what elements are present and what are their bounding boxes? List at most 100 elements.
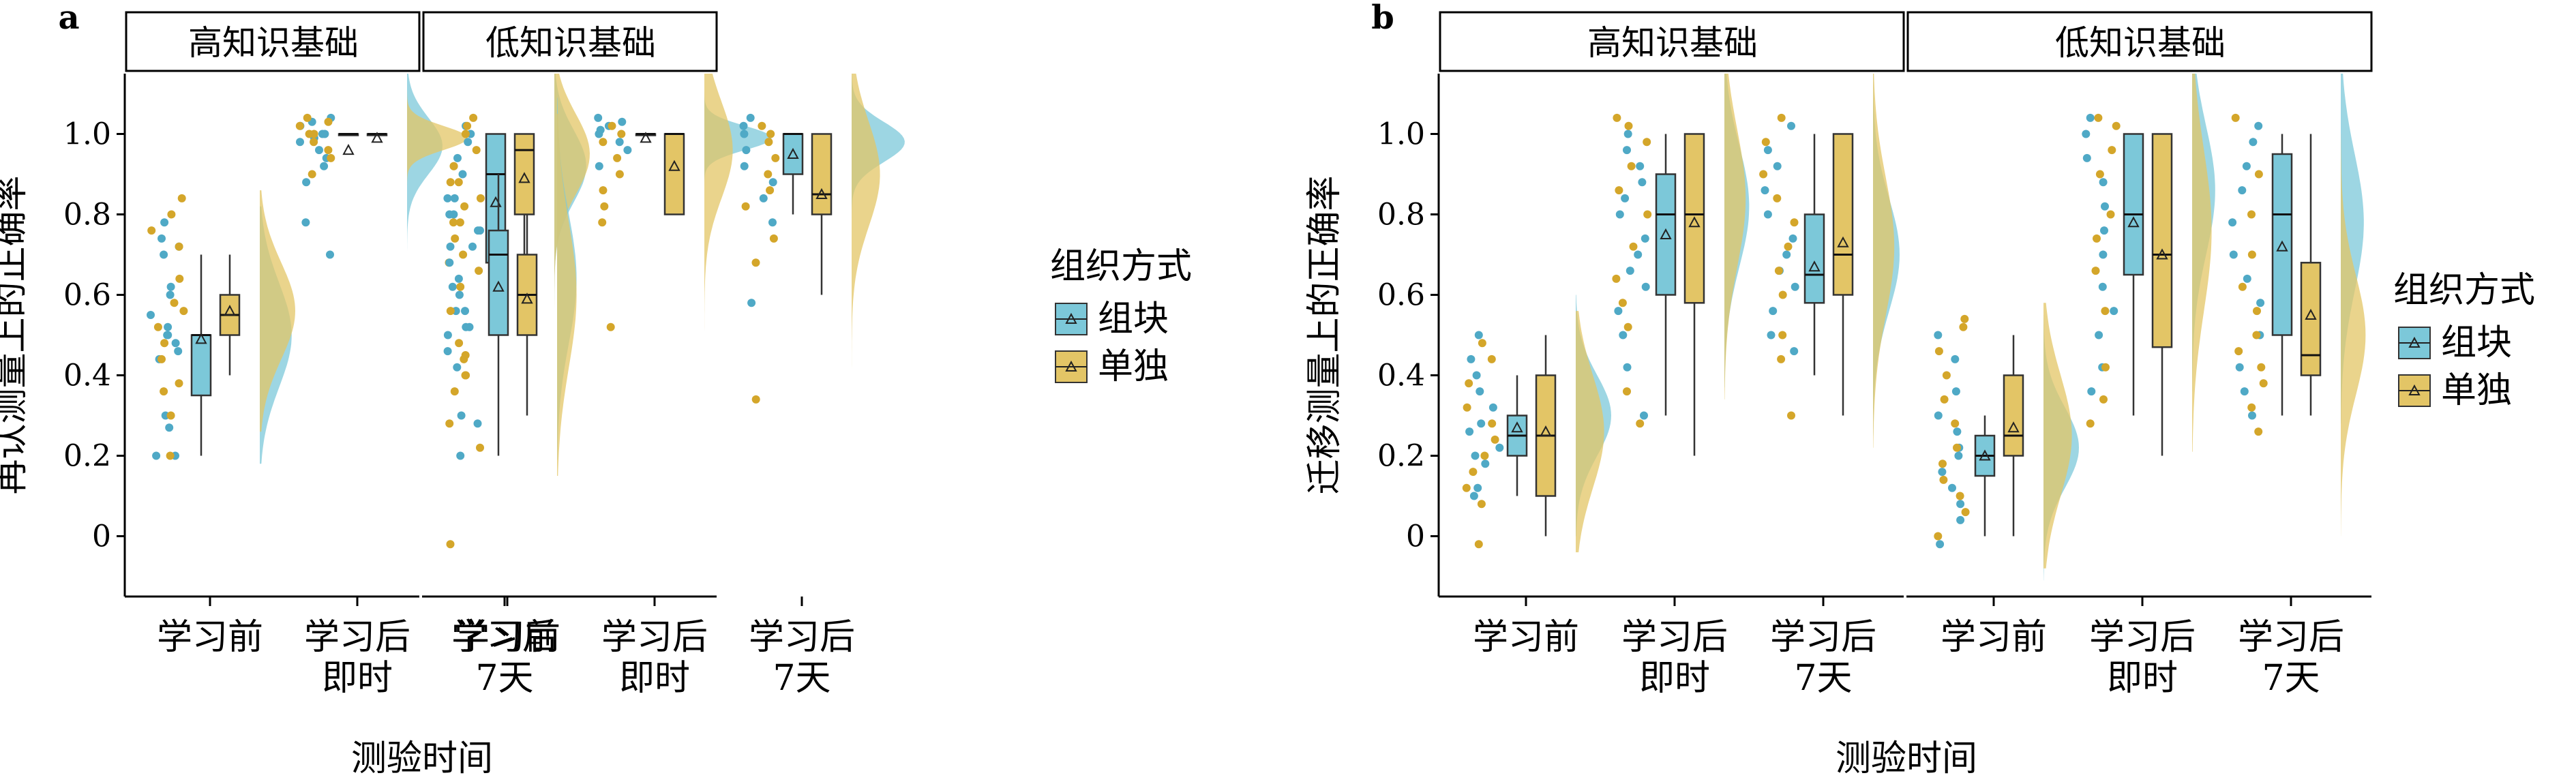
data-point-chunk bbox=[740, 162, 749, 170]
mean-marker bbox=[787, 147, 799, 159]
data-point-chunk bbox=[747, 299, 756, 307]
data-point-chunk bbox=[464, 138, 473, 147]
x-tick-label: 即时 bbox=[1639, 658, 1710, 699]
data-point-chunk bbox=[1769, 307, 1778, 316]
data-point-chunk bbox=[1481, 459, 1490, 468]
data-point-chunk bbox=[326, 250, 334, 259]
data-point-chunk bbox=[1623, 130, 1632, 138]
box-single bbox=[663, 133, 685, 215]
data-point-single bbox=[2095, 170, 2104, 179]
mean-marker bbox=[2156, 248, 2168, 260]
data-point-single bbox=[1960, 314, 1969, 323]
mean-marker bbox=[1660, 228, 1672, 239]
data-point-single bbox=[613, 153, 622, 162]
data-point-single bbox=[1959, 322, 1968, 331]
data-point-chunk bbox=[1951, 387, 1960, 396]
data-point-chunk bbox=[2099, 178, 2108, 187]
data-point-single bbox=[2247, 403, 2256, 412]
mean-marker bbox=[1808, 260, 1821, 272]
data-point-chunk bbox=[443, 194, 452, 202]
data-point-single bbox=[771, 153, 780, 162]
density-single bbox=[554, 74, 590, 355]
data-point-chunk bbox=[1472, 371, 1481, 380]
data-point-chunk bbox=[2249, 138, 2258, 147]
legend-label-chunk: 组块 bbox=[2441, 322, 2512, 363]
data-point-chunk bbox=[160, 218, 169, 227]
data-point-single bbox=[455, 218, 464, 227]
density-single bbox=[852, 74, 880, 416]
data-point-single bbox=[1465, 379, 1473, 388]
data-point-chunk bbox=[453, 363, 462, 372]
legend-title: 组织方式 bbox=[2393, 270, 2535, 311]
mean-marker bbox=[668, 160, 680, 171]
data-point-chunk bbox=[1465, 427, 1474, 436]
data-point-chunk bbox=[1953, 427, 1962, 436]
data-point-single bbox=[1940, 395, 1949, 404]
x-tick-label: 学习后 bbox=[2238, 617, 2344, 658]
data-point-chunk bbox=[152, 451, 161, 460]
data-point-chunk bbox=[768, 218, 777, 227]
y-tick-label: 0.6 bbox=[63, 278, 111, 313]
data-point-single bbox=[1956, 492, 1964, 500]
data-point-chunk bbox=[2099, 250, 2108, 259]
mean-marker bbox=[1540, 425, 1552, 437]
density-single bbox=[2192, 74, 2212, 452]
data-point-single bbox=[1469, 468, 1478, 477]
data-point-chunk bbox=[318, 130, 327, 138]
data-point-chunk bbox=[615, 138, 624, 147]
facet-strip bbox=[1906, 11, 2373, 72]
y-tick-label: 0.4 bbox=[1377, 359, 1425, 393]
box-single bbox=[1832, 133, 1854, 296]
data-point-single bbox=[454, 178, 463, 187]
data-point-single bbox=[1787, 411, 1795, 420]
facet-strip bbox=[1439, 11, 1905, 72]
data-point-single bbox=[327, 153, 335, 162]
data-point-chunk bbox=[2110, 307, 2118, 316]
data-point-chunk bbox=[1471, 451, 1480, 460]
facet-strip-label: 高知识基础 bbox=[1587, 23, 1758, 63]
data-point-single bbox=[2257, 363, 2266, 372]
data-point-single bbox=[1761, 138, 1770, 147]
data-point-chunk bbox=[302, 178, 311, 187]
data-point-chunk bbox=[2229, 250, 2238, 259]
data-point-single bbox=[310, 130, 318, 138]
data-point-chunk bbox=[2228, 218, 2237, 227]
data-point-chunk bbox=[740, 130, 749, 138]
data-point-single bbox=[766, 186, 775, 195]
x-tick-label: 7天 bbox=[475, 658, 533, 699]
data-point-chunk bbox=[2254, 121, 2263, 130]
data-point-single bbox=[1474, 540, 1483, 549]
data-point-single bbox=[764, 138, 773, 147]
data-point-chunk bbox=[1615, 210, 1624, 219]
data-point-single bbox=[310, 138, 318, 147]
data-point-single bbox=[1774, 267, 1783, 275]
data-point-single bbox=[1790, 218, 1799, 227]
data-point-single bbox=[1938, 459, 1947, 468]
data-point-chunk bbox=[476, 226, 484, 235]
data-point-chunk bbox=[2235, 363, 2244, 372]
data-point-single bbox=[2101, 363, 2110, 372]
data-point-chunk bbox=[759, 194, 768, 202]
data-point-chunk bbox=[158, 234, 166, 243]
data-point-single bbox=[1643, 210, 1652, 219]
data-point-single bbox=[456, 282, 465, 291]
x-tick-label: 学习前 bbox=[1473, 617, 1579, 658]
data-point-single bbox=[2254, 170, 2263, 179]
data-point-single bbox=[751, 395, 760, 404]
data-point-single bbox=[1463, 403, 1471, 412]
data-point-single bbox=[2094, 113, 2103, 122]
data-point-chunk bbox=[147, 311, 155, 319]
x-tick-label: 学习后 bbox=[2089, 617, 2196, 658]
data-point-single bbox=[166, 451, 175, 460]
data-point-single bbox=[1487, 355, 1496, 363]
data-point-single bbox=[1777, 113, 1786, 122]
data-point-single bbox=[764, 170, 773, 179]
mean-marker bbox=[195, 333, 207, 344]
data-point-single bbox=[1629, 242, 1638, 251]
data-point-single bbox=[2254, 427, 2263, 436]
data-point-chunk bbox=[443, 331, 452, 340]
data-point-single bbox=[2259, 379, 2268, 388]
data-point-chunk bbox=[166, 290, 175, 299]
data-point-chunk bbox=[468, 242, 477, 251]
data-point-single bbox=[1961, 508, 1970, 517]
